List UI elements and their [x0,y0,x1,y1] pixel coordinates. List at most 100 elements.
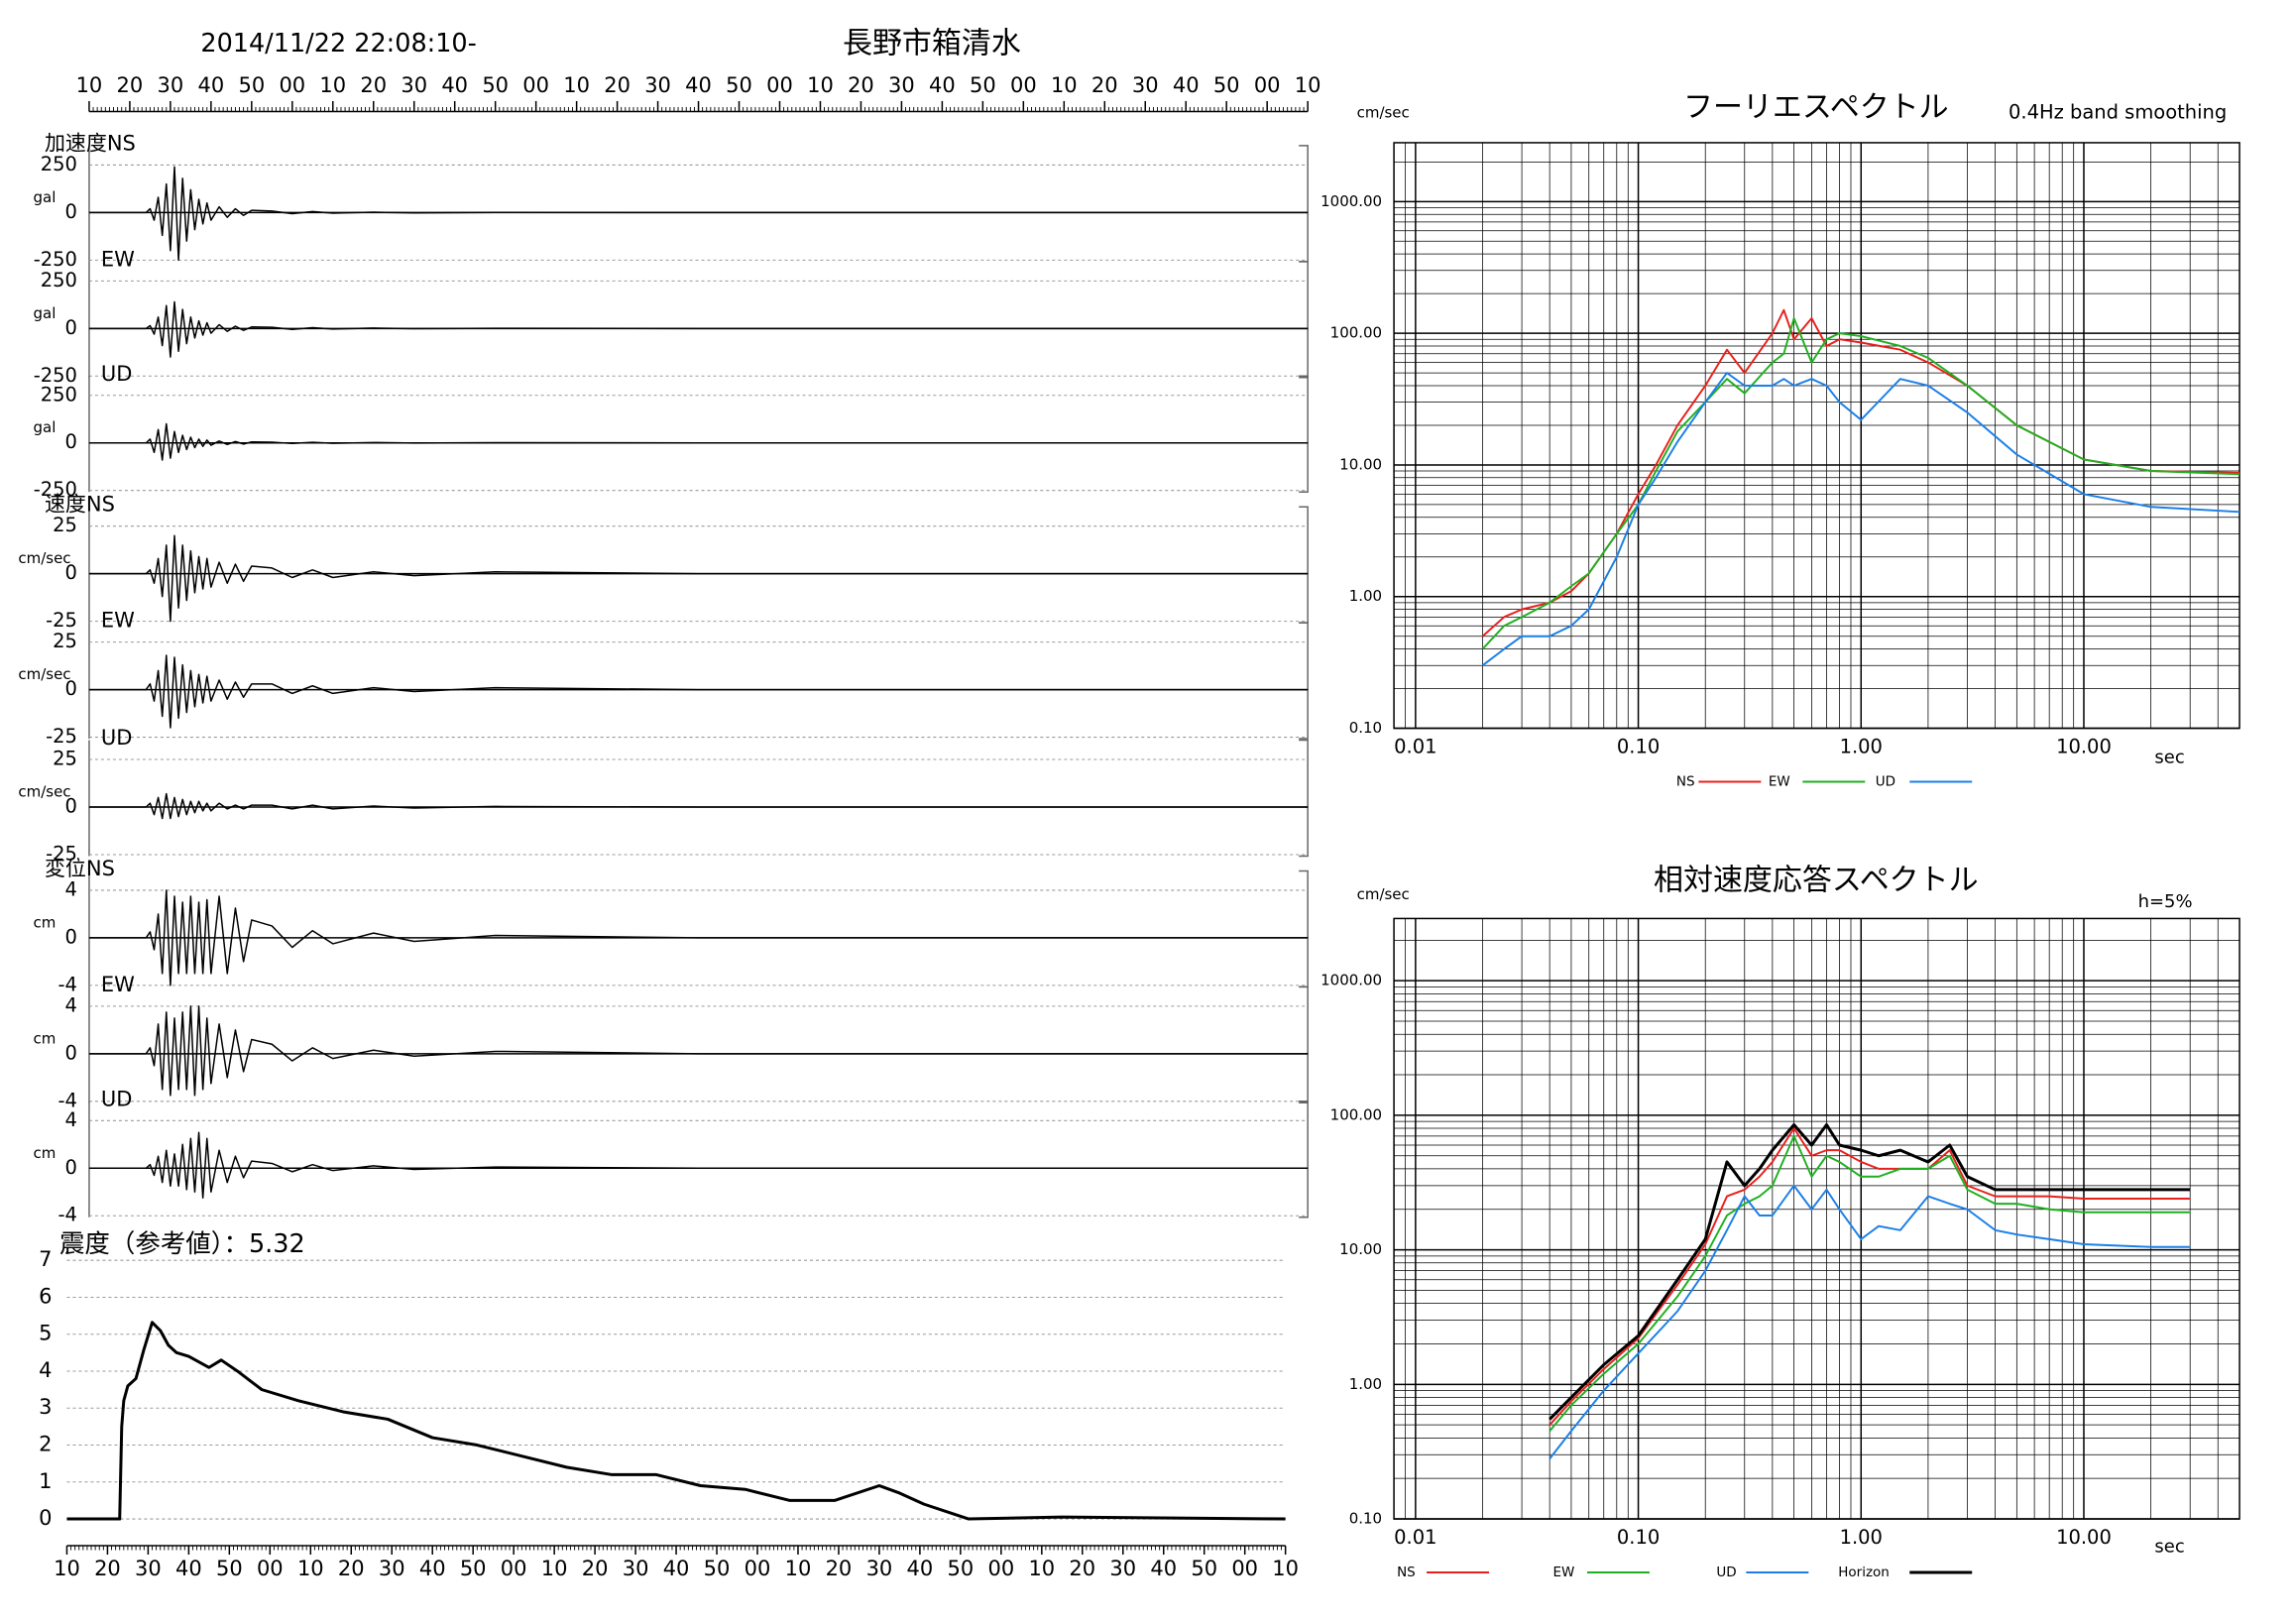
x-tick-label: 10 [541,1557,568,1580]
spectrum-line [1549,1122,2191,1421]
legend-label: NS [1397,1565,1416,1580]
x-tick-label: 30 [888,73,915,97]
panel-label: EW [101,609,135,633]
waveform [88,300,1309,358]
x-tick-label: 10 [1295,73,1321,97]
x-tick-label: 50 [726,73,752,97]
x-tick-label: 10 [563,73,590,97]
panel-label: 速度NS [45,493,115,517]
x-tick-label: 00 [279,73,305,97]
x-tick-label: 40 [175,1557,202,1580]
y-tick-label: 1000.00 [1320,192,1382,210]
panel-frame [1299,985,1309,1104]
panel-label: EW [101,973,135,996]
response-title: 相対速度応答スペクトル [1654,863,1979,897]
x-tick-label: 50 [216,1557,243,1580]
x-tick-label: 20 [848,73,874,97]
panel-label: UD [101,362,133,386]
x-tick-label: 40 [685,73,712,97]
waveform [88,654,1309,729]
y-tick-label: -25 [46,842,77,865]
x-tick-label: 00 [1254,73,1281,97]
panel-label: UD [101,1087,133,1110]
x-tick-label: 20 [338,1557,365,1580]
waveform [88,1131,1309,1199]
date-label: 2014/11/22 22:08:10- [200,29,476,58]
unit-label: cm/sec [18,665,70,683]
x-tick-label: 50 [460,1557,487,1580]
x-tick-label: 10 [297,1557,324,1580]
legend-label: UD [1716,1565,1736,1580]
waveform [88,166,1309,262]
x-tick-label: 40 [663,1557,690,1580]
unit-label: gal [34,188,57,206]
y-tick-label: 4 [39,1358,52,1382]
x-tick-label: 20 [1069,1557,1095,1580]
x-tick-label: 30 [401,73,427,97]
x-tick-label: 20 [94,1557,121,1580]
x-axis-label: sec [2154,1537,2184,1558]
x-tick-label: 1.00 [1840,736,1883,758]
y-tick-label: 25 [53,748,77,770]
y-tick-label: 25 [53,630,77,652]
y-tick-label: 1000.00 [1320,972,1382,989]
x-tick-label: 50 [238,73,265,97]
y-tick-label: 2 [39,1433,52,1456]
x-tick-label: 40 [1173,73,1200,97]
x-tick-label: 20 [1091,73,1118,97]
y-tick-label: 100.00 [1330,324,1382,342]
y-tick-label: 0 [65,430,77,453]
x-tick-label: 10 [76,73,103,97]
y-tick-label: 10.00 [1339,455,1382,473]
response-subtitle: h=5% [2138,891,2193,912]
x-tick-label: 00 [1231,1557,1258,1580]
x-tick-label: 10 [54,1557,80,1580]
y-tick-label: 0 [65,677,77,700]
intensity-line [66,1321,1286,1521]
panel-frame [1299,261,1309,379]
x-tick-label: 20 [826,1557,853,1580]
x-tick-label: 10 [319,73,346,97]
spectrum-line [1549,1184,2191,1459]
x-tick-label: 0.10 [1617,736,1660,758]
y-tick-label: 6 [39,1284,52,1308]
x-tick-label: 50 [1191,1557,1217,1580]
x-tick-label: 00 [745,1557,771,1580]
x-tick-label: 10.00 [2056,736,2112,758]
unit-label: cm [34,913,57,931]
x-tick-label: 20 [582,1557,609,1580]
waveform [88,792,1309,820]
x-tick-label: 20 [604,73,631,97]
y-tick-label: 250 [41,153,77,175]
x-tick-label: 0.10 [1617,1526,1660,1549]
y-tick-label: 0 [65,316,77,339]
y-tick-label: 25 [53,514,77,536]
x-tick-label: 50 [1213,73,1240,97]
x-tick-label: 30 [135,1557,162,1580]
spectrum-line [1549,1134,2191,1433]
panel-frame [1299,622,1309,740]
x-tick-label: 50 [482,73,509,97]
unit-label: gal [34,304,57,322]
waveform [88,534,1309,623]
panel-frame [1299,739,1309,858]
y-tick-label: -25 [46,609,77,632]
x-tick-label: 30 [644,73,671,97]
panel-label: 加速度NS [45,131,136,155]
x-tick-label: 40 [441,73,468,97]
x-tick-label: 30 [623,1557,649,1580]
x-tick-label: 30 [1109,1557,1136,1580]
fourier-title: フーリエスペクトル [1683,90,1949,125]
y-tick-label: 0 [65,1041,77,1064]
intensity-title: 震度（参考値）：5.32 [59,1229,305,1259]
y-tick-label: 0 [65,561,77,584]
y-tick-label: 0.10 [1349,719,1382,737]
panel-label: 変位NS [45,857,115,880]
y-tick-label: 100.00 [1330,1105,1382,1123]
x-tick-label: 00 [1010,73,1037,97]
x-tick-label: 10.00 [2056,1526,2112,1549]
x-tick-label: 40 [198,73,225,97]
x-tick-label: 30 [379,1557,405,1580]
panel-label: EW [101,247,135,271]
